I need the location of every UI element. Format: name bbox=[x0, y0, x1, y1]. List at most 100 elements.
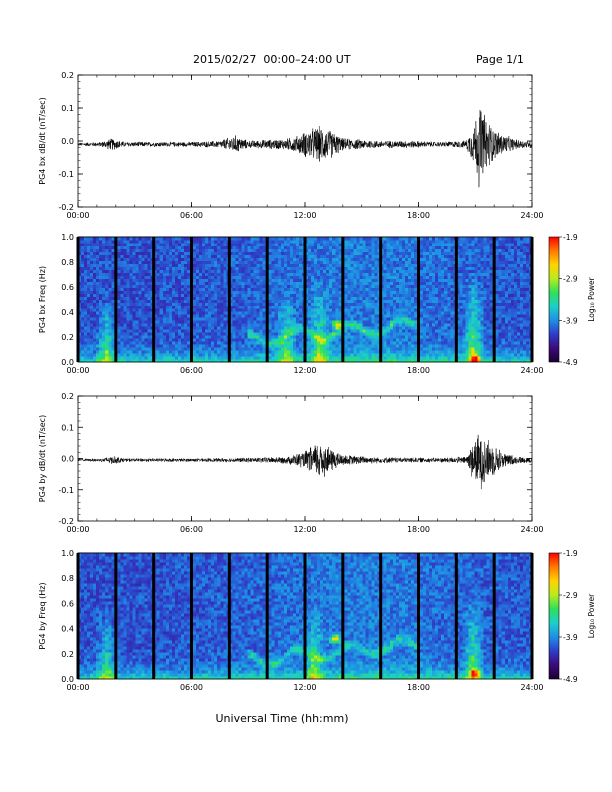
spectrogram-cell bbox=[111, 242, 115, 247]
spectrogram-cell bbox=[326, 359, 330, 363]
spectrogram-cell bbox=[162, 323, 167, 327]
spectrogram-cell bbox=[401, 350, 406, 354]
spectrogram-cell bbox=[120, 332, 124, 336]
spectrogram-cell bbox=[126, 353, 130, 357]
spectrogram-cell bbox=[344, 245, 348, 250]
spectrogram-cell bbox=[84, 239, 88, 244]
spectrogram-cell bbox=[117, 284, 121, 288]
spectrogram-cell bbox=[232, 272, 236, 276]
spectrogram-cell bbox=[274, 314, 279, 318]
spectrogram-cell bbox=[311, 284, 315, 288]
spectrogram-cell bbox=[159, 269, 164, 274]
spectrogram-cell bbox=[102, 245, 106, 250]
spectrogram-cell bbox=[232, 251, 236, 256]
spectrogram-cell bbox=[326, 284, 330, 288]
spectrogram-cell bbox=[247, 254, 251, 259]
spectrogram-cell bbox=[380, 293, 384, 297]
spectrogram-cell bbox=[386, 272, 391, 276]
spectrogram-cell bbox=[144, 281, 148, 285]
spectrogram-cell bbox=[329, 308, 333, 312]
spectrogram-cell bbox=[205, 284, 209, 288]
spectrogram-cell bbox=[374, 311, 378, 315]
spectrogram-cell bbox=[108, 242, 112, 247]
spectrogram-cell bbox=[347, 329, 351, 333]
spectrogram-cell bbox=[141, 308, 145, 312]
spectrogram-cell bbox=[132, 353, 136, 357]
spectrogram-cell bbox=[129, 302, 133, 306]
spectrogram-cell bbox=[205, 260, 209, 265]
spectrogram-cell bbox=[90, 344, 94, 348]
spectrogram-cell bbox=[126, 323, 130, 327]
spectrogram-cell bbox=[250, 287, 254, 291]
spectrogram-cell bbox=[283, 323, 288, 327]
spectrogram-cell bbox=[347, 254, 351, 259]
spectrogram-cell bbox=[126, 359, 130, 363]
spectrogram-cell bbox=[156, 356, 161, 360]
spectrogram-cell bbox=[271, 320, 276, 324]
spectrogram-cell bbox=[344, 317, 348, 321]
spectrogram-cell bbox=[108, 281, 112, 285]
spectrogram-cell bbox=[247, 257, 251, 262]
spectrogram-cell bbox=[338, 356, 342, 360]
spectrogram-cell bbox=[81, 281, 85, 285]
spectrogram-cell bbox=[165, 263, 170, 268]
spectrogram-cell bbox=[292, 344, 297, 348]
spectrogram-cell bbox=[356, 275, 360, 279]
spectrogram-cell bbox=[111, 293, 115, 297]
spectrogram-cell bbox=[174, 347, 179, 351]
spectrogram-cell bbox=[87, 281, 91, 285]
spectrogram-cell bbox=[102, 239, 106, 244]
spectrogram-cell bbox=[395, 257, 400, 262]
spectrogram-cell bbox=[193, 260, 197, 265]
spectrogram-cell bbox=[323, 257, 327, 262]
spectrogram-cell bbox=[329, 248, 333, 253]
spectrogram-cell bbox=[320, 308, 324, 312]
spectrogram-cell bbox=[183, 287, 188, 291]
spectrogram-cell bbox=[295, 317, 300, 321]
spectrogram-cell bbox=[132, 281, 136, 285]
spectrogram-cell bbox=[407, 248, 412, 253]
spectrogram-cell bbox=[280, 263, 285, 268]
spectrogram-cell bbox=[174, 305, 179, 309]
spectrogram-cell bbox=[398, 275, 403, 279]
spectrogram-cell bbox=[99, 248, 103, 253]
spectrogram-cell bbox=[250, 254, 254, 259]
spectrogram-cell bbox=[135, 293, 139, 297]
spectrogram-cell bbox=[247, 287, 251, 291]
spectrogram-cell bbox=[311, 269, 315, 274]
spectrogram-cell bbox=[311, 329, 315, 333]
spectrogram-cell bbox=[277, 290, 282, 294]
spectrogram-cell bbox=[211, 341, 215, 345]
spectrogram-cell bbox=[380, 266, 384, 271]
spectrogram-cell bbox=[235, 353, 239, 357]
spectrogram-cell bbox=[362, 281, 366, 285]
spectrogram-cell bbox=[123, 287, 127, 291]
spectrogram-cell bbox=[81, 239, 85, 244]
spectrogram-cell bbox=[317, 242, 321, 247]
spectrogram-cell bbox=[271, 347, 276, 351]
spectrogram-cell bbox=[250, 344, 254, 348]
spectrogram-cell bbox=[196, 299, 200, 303]
spectrogram-cell bbox=[368, 338, 372, 342]
spectrogram-cell bbox=[305, 239, 309, 244]
spectrogram-cell bbox=[365, 251, 369, 256]
spectrogram-cell bbox=[365, 329, 369, 333]
spectrogram-cell bbox=[314, 260, 318, 265]
spectrogram-cell bbox=[156, 284, 161, 288]
spectrogram-cell bbox=[117, 245, 121, 250]
spectrogram-cell bbox=[250, 341, 254, 345]
spectrogram-cell bbox=[147, 320, 151, 324]
spectrogram-cell bbox=[141, 296, 145, 300]
spectrogram-cell bbox=[132, 248, 136, 253]
spectrogram-cell bbox=[371, 356, 375, 360]
spectrogram-cell bbox=[365, 269, 369, 274]
spectrogram-cell bbox=[235, 260, 239, 265]
spectrogram-cell bbox=[84, 314, 88, 318]
spectrogram-cell bbox=[407, 344, 412, 348]
spectrogram-cell bbox=[177, 335, 182, 339]
spectrogram-cell bbox=[174, 281, 179, 285]
spectrogram-cell bbox=[259, 299, 263, 303]
spectrogram-cell bbox=[111, 296, 115, 300]
spectrogram-cell bbox=[371, 320, 375, 324]
spectrogram-cell bbox=[268, 350, 273, 354]
